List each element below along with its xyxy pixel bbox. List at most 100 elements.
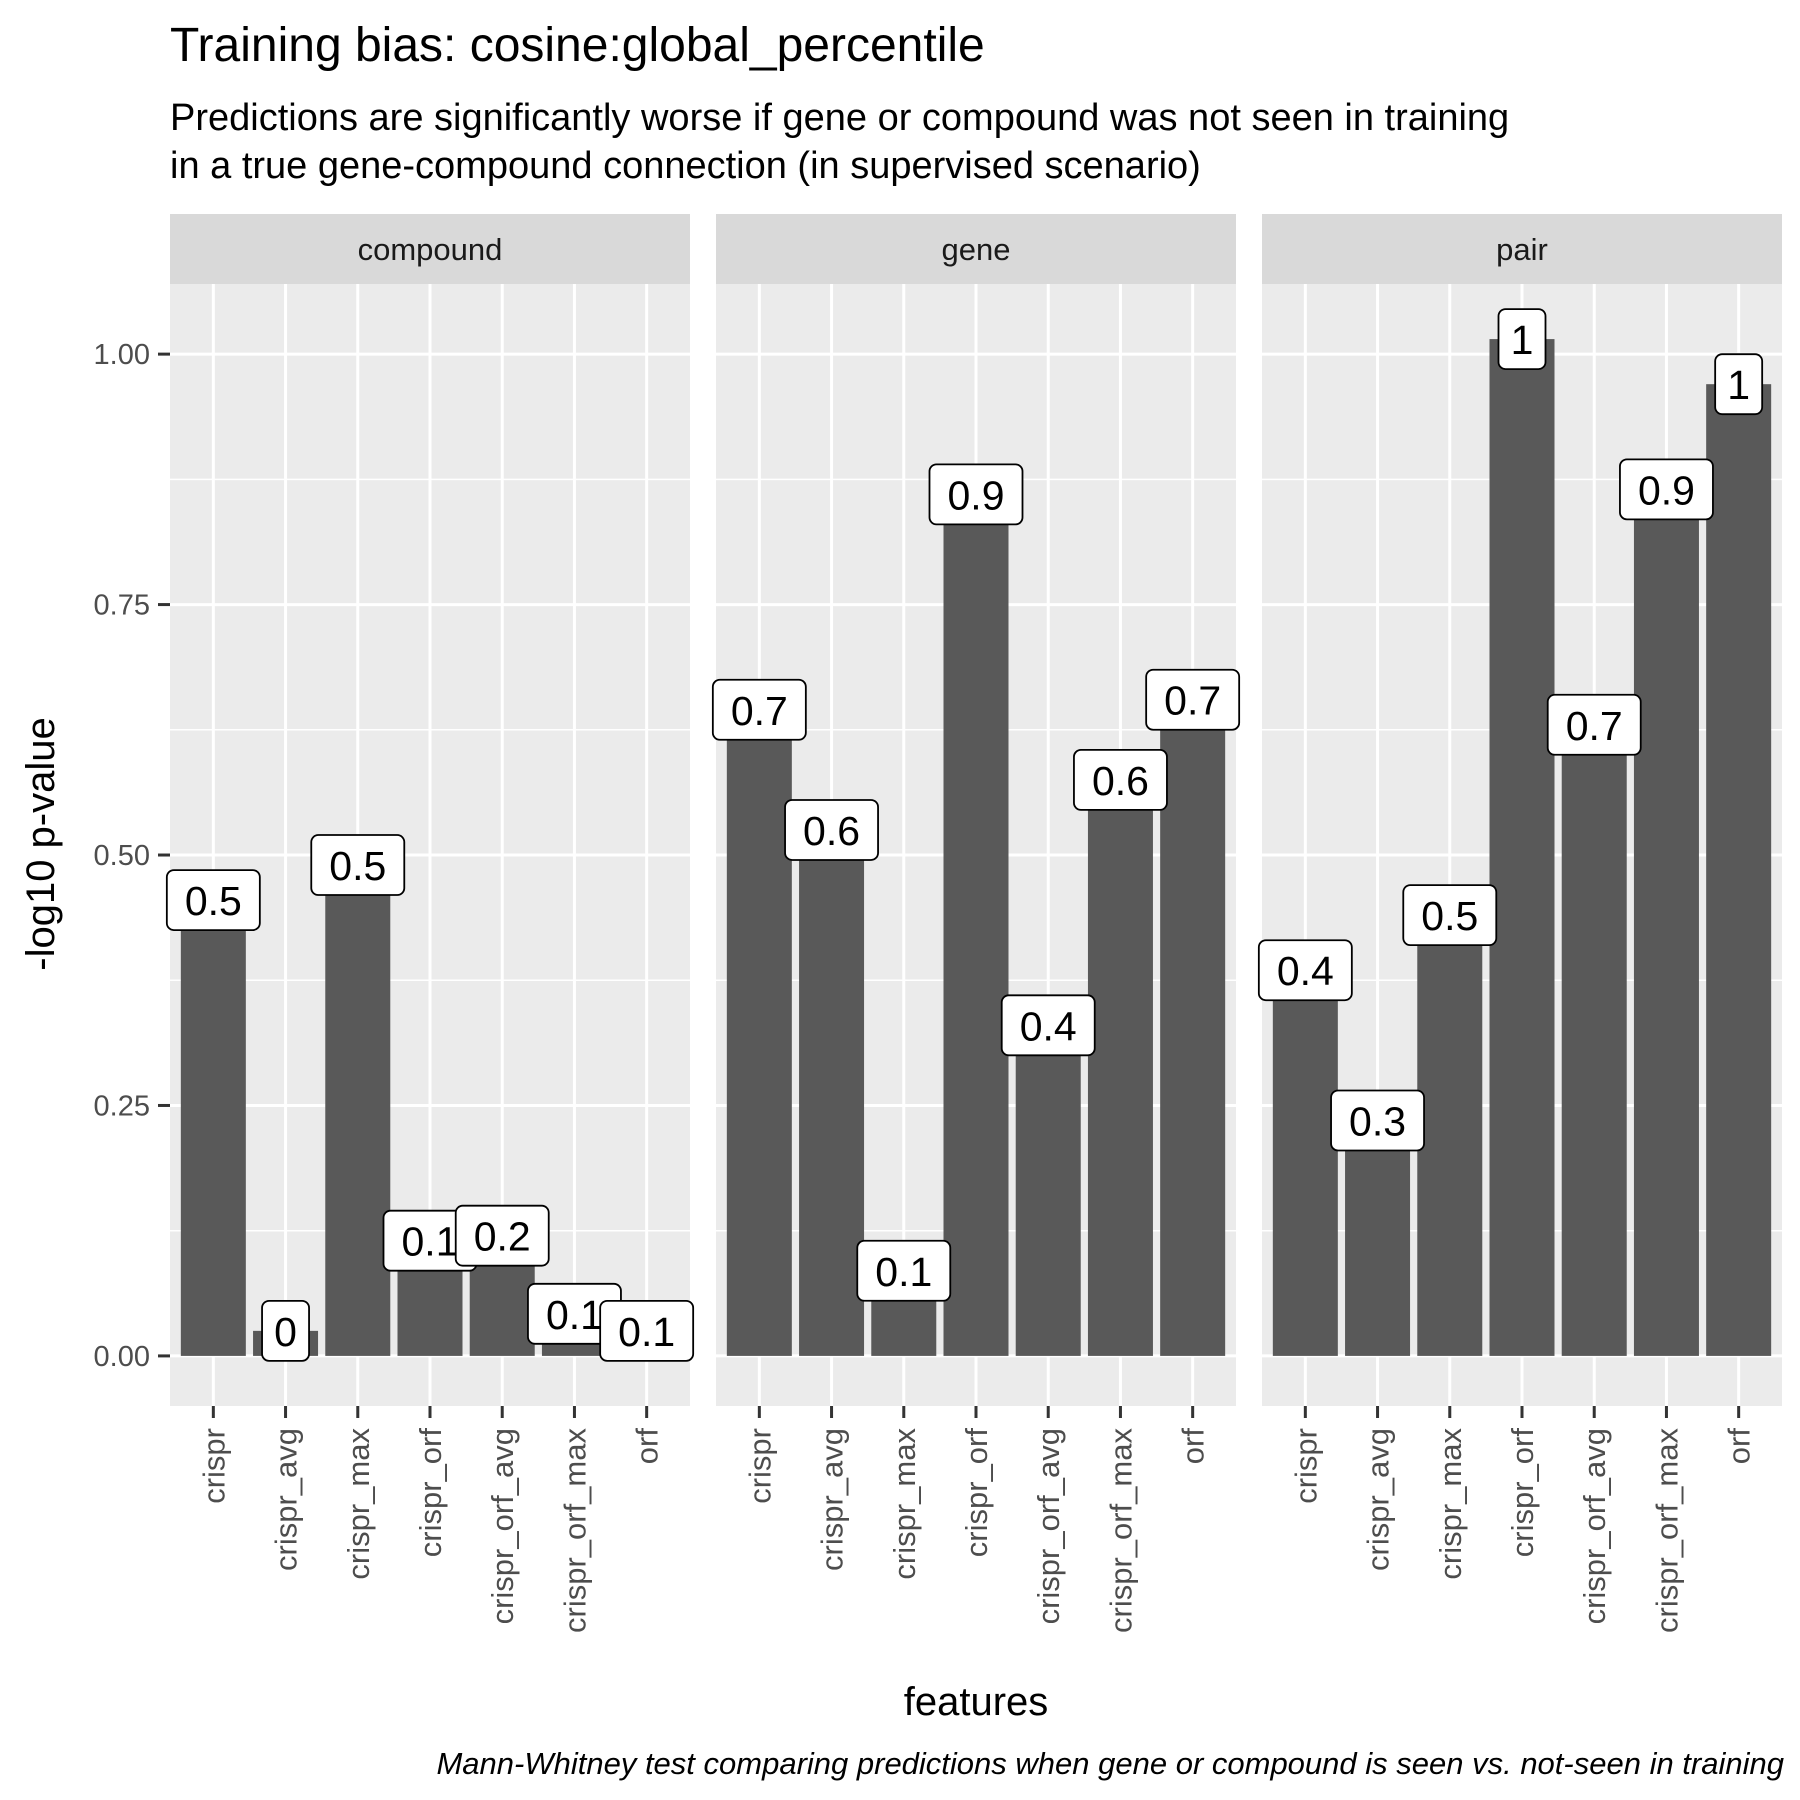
data-label-pair-orf: 1 <box>1714 353 1764 416</box>
bar-gene-crispr_orf_avg <box>1015 1025 1081 1356</box>
data-label-compound-crispr: 0.5 <box>165 869 261 931</box>
chart-title: Training bias: cosine:global_percentile <box>170 19 985 72</box>
bar-pair-crispr <box>1272 970 1338 1356</box>
data-label-text: 0.3 <box>1349 1098 1406 1144</box>
data-label-text: 1 <box>1727 362 1750 408</box>
data-label-box <box>1073 748 1168 811</box>
facet-panel-gene: gene 0.7 0.6 0.1 0.9 0.4 0.6 0.7 crispr crispr_av… <box>711 214 1241 1633</box>
facet-strip-label: compound <box>358 232 503 267</box>
data-label-text: 0.1 <box>618 1309 675 1355</box>
data-label-text: 0.6 <box>803 808 860 854</box>
facet-strip-label: gene <box>942 232 1011 267</box>
data-label-pair-crispr_orf: 1 <box>1497 308 1547 370</box>
data-label-box <box>1330 1089 1425 1152</box>
x-tick-label: crispr <box>742 1428 777 1504</box>
data-label-text: 0 <box>274 1309 297 1355</box>
data-label-box <box>454 1204 550 1267</box>
data-label-compound-crispr_orf: 0.1 <box>382 1209 478 1272</box>
bar-pair-crispr_orf_max <box>1633 489 1699 1356</box>
bar-pair-orf <box>1706 384 1772 1356</box>
y-tick-label: 1.00 <box>94 339 150 371</box>
x-tick-label: orf <box>630 1428 665 1465</box>
y-tick-label: 0.25 <box>94 1090 150 1122</box>
data-label-box <box>261 1299 310 1362</box>
data-label-compound-orf: 0.1 <box>599 1299 695 1362</box>
x-tick-label: crispr_avg <box>1361 1428 1396 1571</box>
data-label-text: 0.4 <box>1277 948 1334 994</box>
data-label-gene-crispr_max: 0.1 <box>856 1239 952 1302</box>
bar-compound-crispr <box>180 900 246 1356</box>
data-label-box <box>165 869 261 931</box>
data-label-pair-crispr_orf_max: 0.9 <box>1619 458 1714 521</box>
data-label-text: 0.9 <box>1638 467 1695 513</box>
data-label-box <box>1619 458 1714 521</box>
data-label-box <box>1402 884 1498 947</box>
bar-pair-crispr_orf <box>1489 339 1555 1356</box>
x-tick-label: crispr_orf_avg <box>485 1428 520 1624</box>
data-label-gene-crispr_orf: 0.9 <box>928 463 1024 526</box>
data-label-pair-crispr_avg: 0.3 <box>1330 1089 1425 1152</box>
data-label-text: 0.9 <box>948 472 1005 518</box>
bar-pair-crispr_orf_avg <box>1561 724 1627 1356</box>
bar-gene-crispr_avg <box>799 829 865 1356</box>
x-tick-label: crispr_orf <box>1505 1428 1540 1558</box>
x-tick-label: crispr <box>1288 1428 1323 1504</box>
bar-compound-crispr_max <box>325 865 391 1356</box>
data-label-text: 0.5 <box>329 843 386 889</box>
data-label-text: 0.4 <box>1020 1003 1077 1049</box>
bar-gene-crispr_orf_max <box>1087 779 1153 1356</box>
data-label-text: 0.7 <box>1566 703 1623 749</box>
x-tick-label: crispr_orf_max <box>1649 1428 1684 1633</box>
data-label-gene-crispr_orf_max: 0.6 <box>1073 748 1168 811</box>
data-label-text: 0.5 <box>1421 893 1478 939</box>
chart-subtitle-line-2: in a true gene-compound connection (in s… <box>170 145 1201 187</box>
facet-strip <box>716 214 1236 284</box>
facet-panel-compound: compound 0.5 0 0.5 0.1 0.2 0.1 0.1 crispr crispr_… <box>165 214 695 1633</box>
data-label-compound-crispr_max: 0.5 <box>310 834 406 896</box>
data-label-gene-crispr_avg: 0.6 <box>784 799 879 861</box>
y-tick-label: 0.75 <box>94 590 150 622</box>
x-tick-label: crispr_orf_max <box>1103 1428 1138 1633</box>
chart-caption: Mann-Whitney test comparing predictions … <box>436 1746 1784 1781</box>
data-label-text: 0.1 <box>875 1249 932 1295</box>
facet-panels: compound 0.5 0 0.5 0.1 0.2 0.1 0.1 crispr crispr_… <box>165 214 1782 1633</box>
data-label-gene-crispr_orf_avg: 0.4 <box>1000 994 1096 1057</box>
data-label-box <box>784 799 879 861</box>
data-label-gene-crispr: 0.7 <box>711 678 807 741</box>
x-tick-label: crispr_max <box>887 1428 922 1580</box>
x-tick-label: orf <box>1176 1428 1211 1465</box>
facet-strip-label: pair <box>1496 232 1548 267</box>
data-label-compound-crispr_orf_avg: 0.2 <box>454 1204 550 1267</box>
data-label-box <box>1000 994 1096 1057</box>
data-label-text: 1 <box>1511 317 1534 363</box>
data-label-box <box>1546 693 1642 756</box>
data-label-pair-crispr_orf_avg: 0.7 <box>1546 693 1642 756</box>
x-tick-label: crispr_avg <box>815 1428 850 1571</box>
data-label-box <box>1257 939 1353 1002</box>
data-label-text: 0.1 <box>402 1219 459 1265</box>
data-label-text: 0.7 <box>731 688 788 734</box>
data-label-text: 0.5 <box>185 878 242 924</box>
data-label-box <box>856 1239 952 1302</box>
bar-pair-crispr_avg <box>1345 1120 1411 1356</box>
data-label-compound-crispr_orf_max: 0.1 <box>527 1282 622 1345</box>
x-tick-label: orf <box>1722 1428 1757 1465</box>
x-tick-label: crispr_orf <box>959 1428 994 1558</box>
chart-subtitle-line-1: Predictions are significantly worse if g… <box>170 97 1509 139</box>
y-tick-label: 0.00 <box>94 1341 150 1373</box>
data-label-box <box>310 834 406 896</box>
x-tick-label: crispr_max <box>1433 1428 1468 1580</box>
facet-panel-pair: pair 0.4 0.3 0.5 1 0.7 0.9 1 crispr crispr_avg cri… <box>1257 214 1782 1633</box>
data-label-pair-crispr_max: 0.5 <box>1402 884 1498 947</box>
y-tick-label: 0.50 <box>94 840 150 872</box>
facet-strip <box>170 214 690 284</box>
data-label-compound-crispr_avg: 0 <box>261 1299 310 1362</box>
x-tick-label: crispr_avg <box>269 1428 304 1571</box>
data-label-gene-orf: 0.7 <box>1145 668 1241 731</box>
x-tick-label: crispr <box>196 1428 231 1504</box>
bar-gene-crispr_orf <box>943 494 1009 1356</box>
bar-pair-crispr_max <box>1417 915 1483 1356</box>
data-label-box <box>1497 308 1547 370</box>
bar-gene-orf <box>1160 699 1226 1356</box>
